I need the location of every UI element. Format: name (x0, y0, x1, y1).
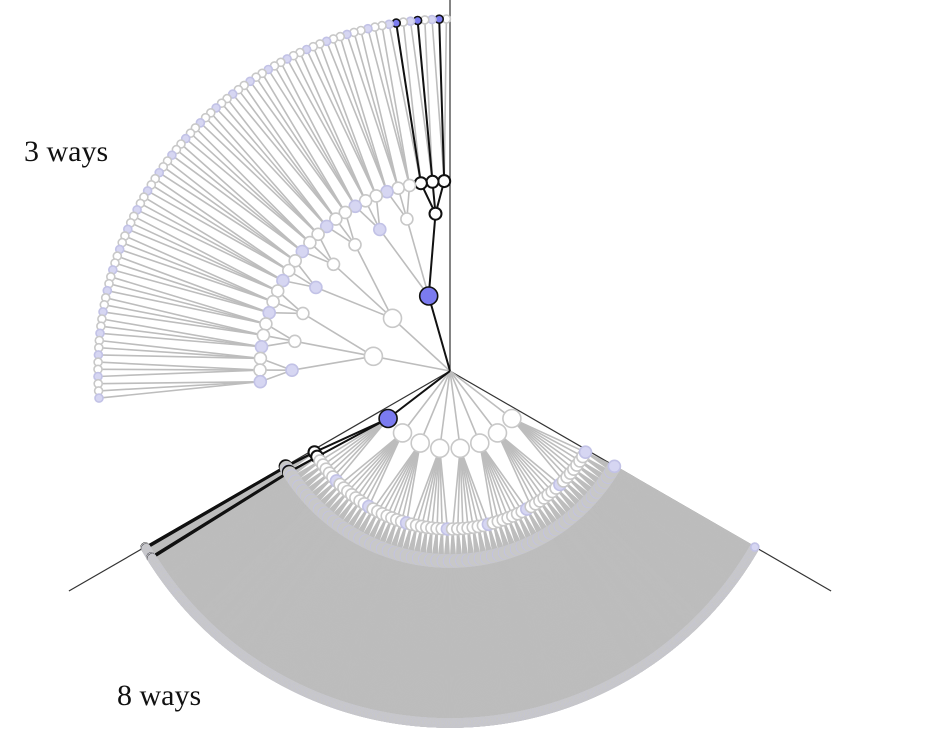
tree-edge-active (429, 296, 450, 371)
tree-edge (117, 256, 269, 313)
tree-node (401, 213, 413, 225)
tree-node (289, 335, 301, 347)
tree-edge (134, 216, 278, 291)
tree-node (471, 434, 489, 452)
sector-dividers (69, 0, 831, 591)
tree-edge (380, 230, 429, 297)
tree-edge-active (418, 21, 433, 182)
tree-node-light (310, 281, 322, 293)
tree-node (297, 307, 309, 319)
tree-node (431, 439, 449, 457)
tree-edge (403, 22, 421, 183)
tree-edge (334, 264, 393, 318)
tree-node-light (286, 364, 298, 376)
tree-node (260, 318, 272, 330)
tree-node-active (420, 287, 438, 305)
tree-node (328, 258, 340, 270)
tree-node-on-path (430, 208, 442, 220)
tree-node-light (263, 307, 275, 319)
tree-edge (98, 369, 260, 370)
tree-node (257, 329, 269, 341)
tree-edge (393, 318, 451, 371)
tree-edge-active (429, 214, 436, 296)
tree-node-light (254, 376, 266, 388)
tree-edge (292, 356, 373, 370)
tree-edge (268, 70, 355, 207)
tree-edge (355, 245, 393, 319)
tree-edge (369, 433, 403, 507)
tree-edge (125, 236, 273, 302)
tree-node-active (379, 410, 397, 428)
tree-node (349, 239, 361, 251)
tree-node-light (580, 446, 592, 458)
tree-edge (316, 287, 393, 318)
tree-edge (294, 56, 366, 201)
tree-node (254, 364, 266, 376)
tree-edge (104, 305, 263, 336)
tree-node-light (95, 394, 103, 402)
tree-edge (98, 370, 260, 376)
tree-node (254, 352, 266, 364)
tree-edge (512, 419, 586, 453)
tree-node (404, 179, 416, 191)
tree-node (451, 439, 469, 457)
tree-node-light (256, 341, 268, 353)
tree-node (384, 309, 402, 327)
tree-node (394, 424, 412, 442)
tree-node-on-path (438, 175, 450, 187)
tree-node (489, 424, 507, 442)
tree-node-on-path (415, 177, 427, 189)
tree-edge (100, 333, 262, 347)
tree-node (411, 434, 429, 452)
tree-edge (107, 291, 266, 324)
tree-node (364, 347, 382, 365)
tree-edge (320, 44, 376, 196)
tree-node-light (374, 224, 386, 236)
tree-edge (407, 219, 429, 296)
tree-node (267, 296, 279, 308)
tree-edge-active (396, 23, 421, 183)
tree-node (503, 410, 521, 428)
tree-edge (444, 19, 446, 181)
tree-edge (373, 356, 450, 371)
tree-node-on-path (427, 176, 439, 188)
tree-node (392, 182, 404, 194)
